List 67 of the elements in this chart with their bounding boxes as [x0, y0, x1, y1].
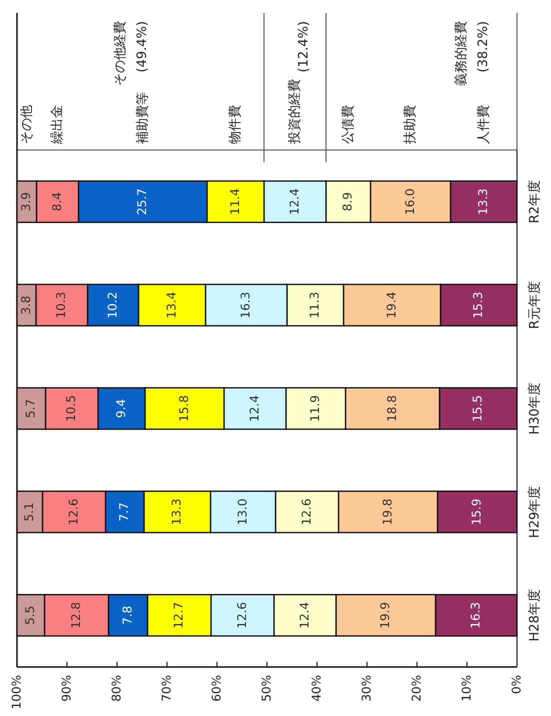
text: その他経費 (49.4%) — [113, 21, 150, 86]
data-label: 12.6 — [66, 498, 80, 526]
y-tick-label: H29年度 — [526, 486, 543, 538]
data-label: 10.2 — [105, 292, 120, 318]
data-label: 25.7 — [135, 188, 150, 216]
text: 人件費 — [476, 105, 492, 144]
x-tick-label: 70% — [159, 675, 174, 702]
data-label: 8.4 — [50, 192, 64, 212]
data-label: 5.1 — [22, 502, 36, 522]
data-label: 12.6 — [299, 498, 314, 526]
data-label: 15.9 — [470, 498, 484, 526]
data-label: 16.3 — [468, 602, 483, 629]
x-tick-label: 80% — [109, 675, 124, 702]
x-tick-label: 90% — [59, 675, 74, 702]
text: 投資的経費 — [288, 79, 303, 145]
data-label: 10.5 — [64, 395, 78, 422]
y-tick-label: H28年度 — [526, 589, 543, 642]
data-label: 11.3 — [308, 292, 322, 318]
x-tick-label: 50% — [259, 675, 274, 702]
data-label: 15.3 — [471, 292, 486, 318]
text: 扶助費 — [403, 105, 418, 145]
data-label: 3.8 — [18, 296, 33, 315]
data-label: 19.9 — [378, 602, 392, 629]
data-label: 3.9 — [19, 192, 34, 212]
data-label: 12.4 — [247, 395, 262, 422]
data-label: 12.4 — [297, 602, 312, 629]
text: 義務的経費 (38.2%) — [454, 21, 492, 86]
y-tick-label: H30年度 — [526, 382, 543, 435]
text: (12.4%) — [296, 21, 312, 72]
data-label: 12.7 — [172, 602, 186, 629]
x-tick-label: 0% — [509, 675, 524, 694]
x-tick-label: 40% — [309, 675, 324, 702]
data-label: 5.5 — [23, 606, 38, 625]
data-label: 16.0 — [402, 188, 417, 216]
x-tick-label: 100% — [9, 675, 24, 710]
data-label: 15.5 — [470, 395, 485, 422]
data-label: 12.4 — [287, 188, 302, 216]
data-label: 11.4 — [228, 188, 242, 216]
x-tick-label: 10% — [459, 675, 474, 702]
y-tick-label: R2年度 — [526, 180, 543, 224]
data-label: 12.8 — [68, 602, 83, 629]
data-label: 10.3 — [54, 292, 68, 318]
data-label: 9.4 — [114, 398, 128, 418]
data-label: 19.8 — [380, 498, 394, 526]
x-tick-label: 20% — [409, 675, 424, 702]
data-label: 13.3 — [476, 188, 490, 216]
text: 繰出金 — [50, 105, 66, 145]
data-label: 8.9 — [340, 192, 355, 212]
data-label: 13.0 — [235, 498, 250, 526]
data-label: 7.7 — [117, 502, 132, 522]
data-label: 5.7 — [24, 398, 38, 418]
data-label: 7.8 — [120, 606, 134, 625]
data-label: 11.9 — [308, 395, 322, 422]
data-label: 15.8 — [176, 395, 191, 422]
text: その他 — [19, 105, 34, 144]
text: 補助費等 — [135, 92, 150, 144]
data-label: 18.8 — [384, 395, 399, 422]
data-label: 12.6 — [234, 602, 249, 629]
data-label: 13.3 — [170, 498, 184, 526]
y-tick-label: R元年度 — [526, 281, 543, 330]
x-tick-label: 30% — [359, 675, 374, 702]
text: 物件費 — [228, 105, 244, 144]
data-label: 13.4 — [164, 292, 178, 318]
text: 公債費 — [340, 105, 356, 144]
data-label: 19.4 — [384, 292, 398, 318]
data-label: 16.3 — [238, 292, 253, 318]
x-tick-label: 60% — [209, 675, 224, 702]
